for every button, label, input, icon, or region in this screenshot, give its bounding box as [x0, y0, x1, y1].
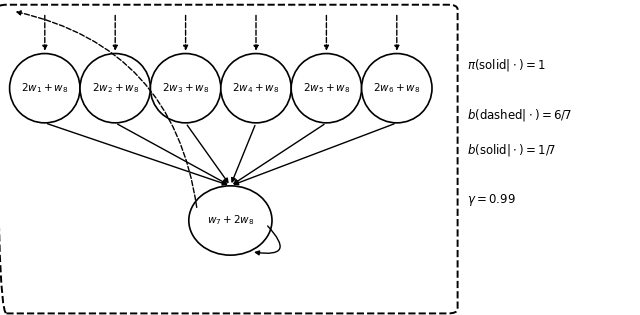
- Ellipse shape: [10, 54, 80, 123]
- Text: $\pi(\mathrm{solid}|\cdot) = 1$: $\pi(\mathrm{solid}|\cdot) = 1$: [467, 57, 546, 73]
- Ellipse shape: [291, 54, 362, 123]
- Text: $2w_3+w_8$: $2w_3+w_8$: [162, 81, 209, 95]
- FancyArrowPatch shape: [47, 124, 227, 185]
- Text: $b(\mathrm{solid}|\cdot) = 1/7$: $b(\mathrm{solid}|\cdot) = 1/7$: [467, 142, 556, 158]
- Text: $2w_1+w_8$: $2w_1+w_8$: [21, 81, 68, 95]
- Text: $2w_4+w_8$: $2w_4+w_8$: [232, 81, 280, 95]
- FancyArrowPatch shape: [232, 125, 255, 182]
- Text: $2w_6+w_8$: $2w_6+w_8$: [373, 81, 420, 95]
- FancyArrowPatch shape: [234, 124, 394, 185]
- Ellipse shape: [80, 54, 150, 123]
- FancyArrowPatch shape: [255, 226, 280, 255]
- FancyArrowPatch shape: [188, 125, 228, 182]
- FancyArrowPatch shape: [234, 124, 324, 183]
- FancyArrowPatch shape: [324, 15, 328, 49]
- FancyArrowPatch shape: [17, 11, 196, 207]
- Ellipse shape: [221, 54, 291, 123]
- Text: $\gamma = 0.99$: $\gamma = 0.99$: [467, 192, 516, 208]
- Text: $b(\mathrm{dashed}|\cdot) = 6/7$: $b(\mathrm{dashed}|\cdot) = 6/7$: [467, 107, 572, 123]
- Ellipse shape: [189, 186, 272, 255]
- Text: $w_7+2w_8$: $w_7+2w_8$: [207, 214, 254, 227]
- Ellipse shape: [362, 54, 432, 123]
- Ellipse shape: [150, 54, 221, 123]
- FancyArrowPatch shape: [43, 15, 47, 49]
- FancyArrowPatch shape: [254, 15, 258, 49]
- Text: $2w_5+w_8$: $2w_5+w_8$: [303, 81, 350, 95]
- FancyArrowPatch shape: [395, 15, 399, 49]
- FancyArrowPatch shape: [118, 124, 227, 184]
- FancyArrowPatch shape: [113, 15, 117, 49]
- FancyArrowPatch shape: [184, 15, 188, 49]
- Text: $2w_2+w_8$: $2w_2+w_8$: [92, 81, 139, 95]
